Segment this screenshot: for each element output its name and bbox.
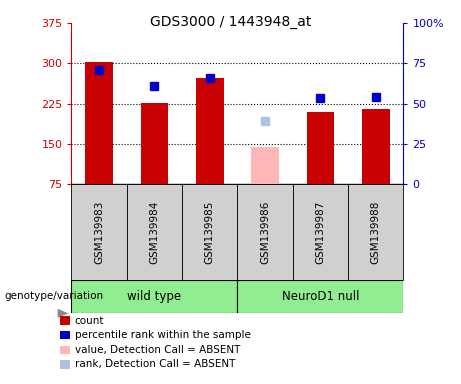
Text: genotype/variation: genotype/variation xyxy=(5,291,104,301)
Text: GSM139984: GSM139984 xyxy=(149,200,160,264)
Polygon shape xyxy=(58,309,68,318)
Bar xyxy=(141,103,168,184)
Text: wild type: wild type xyxy=(127,290,182,303)
Bar xyxy=(71,280,237,313)
Text: value, Detection Call = ABSENT: value, Detection Call = ABSENT xyxy=(75,345,240,355)
Bar xyxy=(127,184,182,280)
Bar xyxy=(293,184,348,280)
Text: GSM139987: GSM139987 xyxy=(315,200,325,264)
Text: NeuroD1 null: NeuroD1 null xyxy=(282,290,359,303)
Text: rank, Detection Call = ABSENT: rank, Detection Call = ABSENT xyxy=(75,359,235,369)
Bar xyxy=(237,184,293,280)
Bar xyxy=(71,184,127,280)
Bar xyxy=(348,184,403,280)
Bar xyxy=(362,109,390,184)
Text: GDS3000 / 1443948_at: GDS3000 / 1443948_at xyxy=(150,15,311,29)
Text: GSM139986: GSM139986 xyxy=(260,200,270,264)
Text: percentile rank within the sample: percentile rank within the sample xyxy=(75,330,251,340)
Text: GSM139988: GSM139988 xyxy=(371,200,381,264)
Bar xyxy=(307,112,334,184)
Bar xyxy=(182,184,237,280)
Bar xyxy=(85,62,113,184)
Bar xyxy=(251,147,279,184)
Bar xyxy=(196,78,224,184)
Bar xyxy=(237,280,403,313)
Text: GSM139985: GSM139985 xyxy=(205,200,215,264)
Text: count: count xyxy=(75,316,104,326)
Text: GSM139983: GSM139983 xyxy=(94,200,104,264)
